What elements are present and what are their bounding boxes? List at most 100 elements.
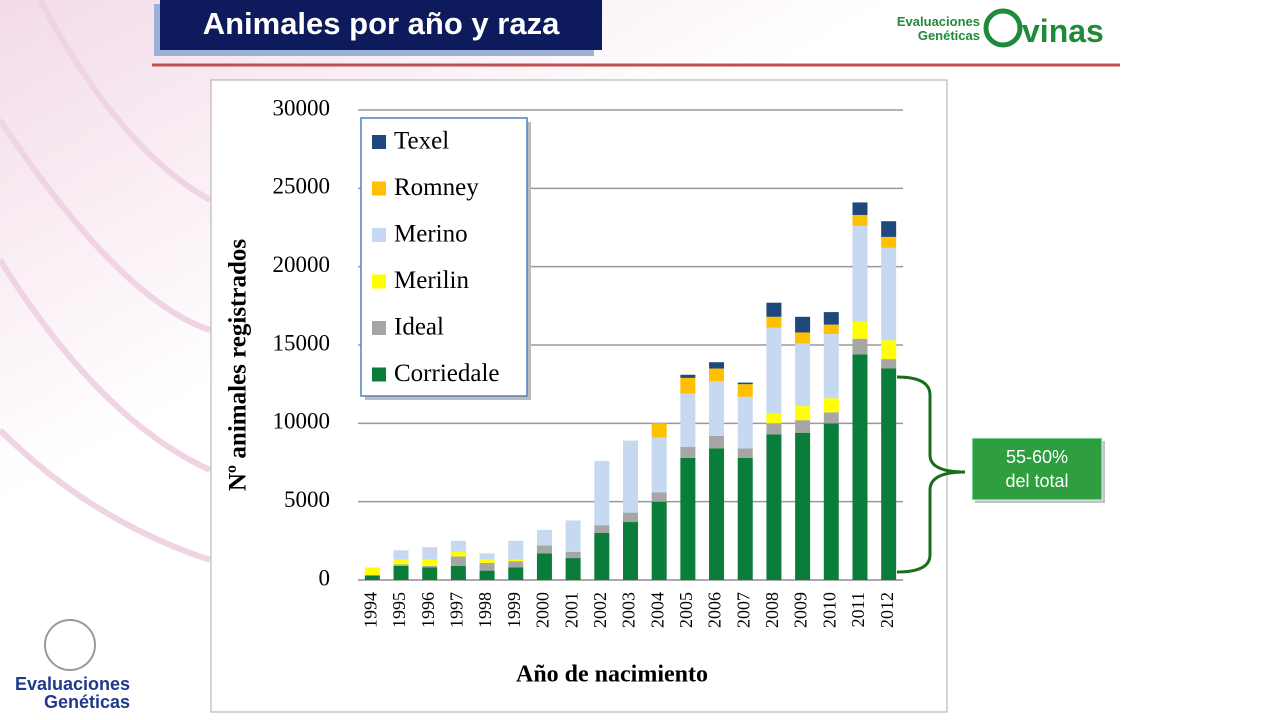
- bar-segment: [680, 446, 696, 458]
- y-tick-label: 20000: [273, 252, 331, 277]
- x-tick-label: 2002: [590, 592, 610, 628]
- legend-label: Texel: [394, 128, 449, 155]
- legend-label: Romney: [394, 174, 479, 201]
- logo-icon: [983, 8, 1023, 48]
- x-tick-label: 1995: [389, 592, 409, 628]
- x-tick-label: 2005: [676, 592, 696, 628]
- bar-segment: [795, 343, 811, 407]
- logo-text: Evaluaciones: [897, 14, 980, 29]
- bar-segment: [479, 570, 495, 580]
- bar-segment: [623, 512, 638, 523]
- bar-segment: [536, 545, 552, 554]
- bar-segment: [594, 525, 610, 533]
- annotation: del total: [1005, 471, 1068, 491]
- bar-segment: [422, 567, 438, 580]
- bar-segment: [565, 520, 581, 552]
- annotation: 55-60%: [1006, 447, 1068, 467]
- bar-segment: [594, 460, 610, 526]
- bar-segment: [508, 559, 524, 562]
- legend-swatch: [372, 228, 386, 242]
- x-tick-label: 2003: [619, 592, 639, 628]
- bar-segment: [450, 540, 466, 552]
- y-tick-label: 15000: [273, 330, 331, 355]
- bar-segment: [852, 202, 868, 215]
- bar-segment: [450, 551, 466, 557]
- legend-swatch: [372, 135, 386, 149]
- x-axis-label: Año de nacimiento: [516, 662, 708, 688]
- bracket: [896, 375, 966, 574]
- bar-segment: [623, 440, 638, 513]
- y-tick-label: 30000: [273, 95, 331, 120]
- bar-segment: [766, 327, 782, 414]
- bar-segment: [536, 553, 552, 580]
- bar-segment: [852, 225, 868, 322]
- bar-segment: [795, 316, 811, 333]
- bar-segment: [508, 567, 524, 580]
- y-tick-label: 0: [319, 565, 331, 590]
- bar-segment: [709, 448, 725, 580]
- bar-segment: [852, 354, 868, 580]
- bar-segment: [450, 565, 466, 580]
- bar-segment: [823, 412, 839, 424]
- bar-segment: [565, 558, 581, 580]
- x-tick-label: 1994: [360, 592, 380, 628]
- bar-segment: [823, 324, 839, 335]
- x-tick-label: 2006: [705, 592, 725, 628]
- bar-segment: [364, 567, 380, 576]
- x-tick-label: 2001: [561, 592, 581, 628]
- bar-segment: [393, 550, 409, 560]
- bar-segment: [393, 564, 409, 566]
- x-tick-label: 2004: [647, 592, 667, 628]
- decoration: [0, 0, 212, 563]
- bar-segment: [680, 457, 696, 580]
- legend-swatch: [372, 274, 386, 289]
- bar-segment: [795, 332, 811, 344]
- bar-segment: [795, 420, 811, 433]
- x-tick-label: 2000: [533, 592, 553, 628]
- x-tick-label: 1998: [475, 592, 495, 628]
- x-tick-label: 2011: [848, 592, 868, 627]
- bar-segment: [651, 437, 667, 493]
- bar-segment: [651, 492, 667, 502]
- bar-segment: [766, 316, 782, 328]
- y-tick-label: 5000: [284, 487, 330, 512]
- y-tick-label: 10000: [273, 409, 331, 434]
- bar-segment: [623, 522, 638, 580]
- x-tick-label: 2007: [733, 592, 753, 628]
- bar-segment: [422, 547, 438, 560]
- bar-segment: [795, 432, 811, 580]
- bar-segment: [737, 457, 753, 580]
- bar-segment: [881, 368, 897, 580]
- bar-segment: [709, 381, 725, 436]
- seal: [44, 619, 96, 671]
- footer-logo-text: Evaluaciones: [15, 674, 130, 694]
- bar-segment: [709, 435, 725, 449]
- bar-segment: [823, 312, 839, 325]
- bar-segment: [737, 382, 753, 385]
- bar-segment: [795, 406, 811, 421]
- x-tick-label: 2010: [819, 592, 839, 628]
- bar-segment: [766, 302, 782, 317]
- annotation-box: [971, 437, 1103, 501]
- title: Animales por año y raza: [203, 6, 560, 41]
- bar-segment: [422, 559, 438, 566]
- bar-segment: [709, 362, 725, 369]
- bar-segment: [479, 559, 495, 563]
- bar-segment: [823, 398, 839, 413]
- x-tick-label: 2008: [762, 592, 782, 628]
- bar-segment: [852, 214, 868, 226]
- logo-text: Genéticas: [918, 28, 980, 43]
- bar-segment: [852, 321, 868, 339]
- bar-segment: [737, 384, 753, 397]
- x-tick-label: 1999: [504, 592, 524, 628]
- bar-segment: [709, 368, 725, 382]
- bar-segment: [680, 393, 696, 447]
- y-tick-label: 25000: [273, 174, 331, 199]
- bar-segment: [766, 423, 782, 435]
- bar-segment: [680, 374, 696, 378]
- legend-label: Corriedale: [394, 360, 500, 387]
- bar-segment: [422, 565, 438, 568]
- bar-segment: [565, 551, 581, 559]
- bar-segment: [479, 553, 495, 560]
- legend-swatch: [372, 181, 386, 196]
